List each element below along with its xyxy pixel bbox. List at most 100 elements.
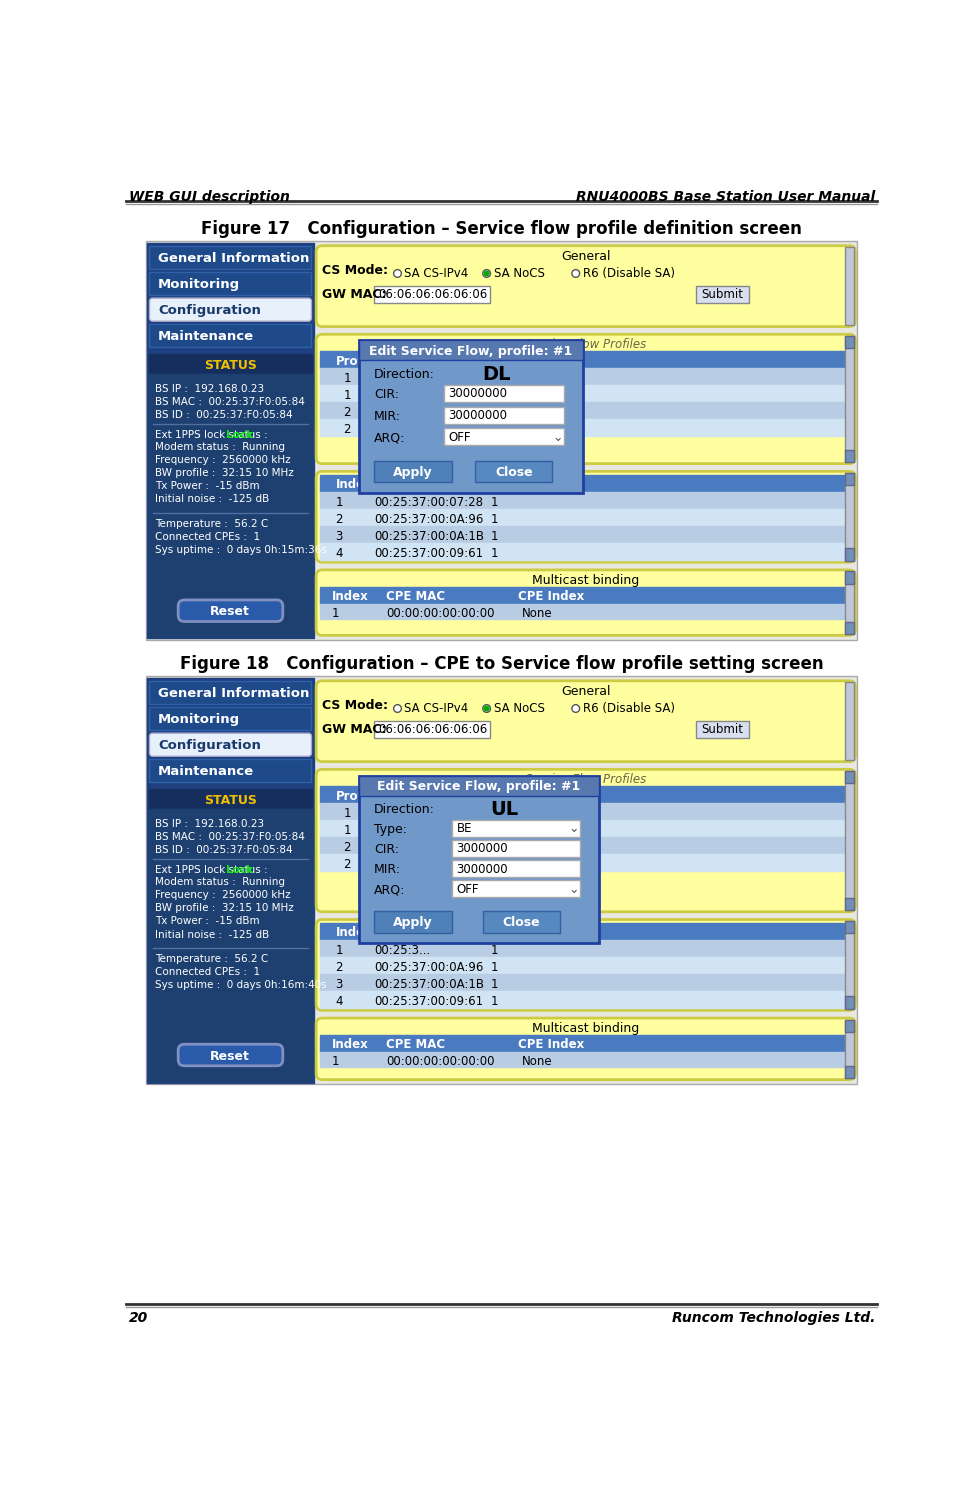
Text: 1: 1 bbox=[343, 373, 350, 384]
Text: Direction:: Direction: bbox=[374, 368, 434, 381]
Bar bbox=[320, 368, 843, 384]
Bar bbox=[320, 990, 843, 1008]
Text: Temperature :  56.2 C: Temperature : 56.2 C bbox=[155, 954, 268, 963]
Text: 1: 1 bbox=[490, 978, 498, 990]
Text: 00:25:37:00:0A:96: 00:25:37:00:0A:96 bbox=[374, 513, 483, 527]
Text: 00:00:00:00:00:00: 00:00:00:00:00:00 bbox=[385, 1055, 494, 1068]
Text: MIR:: MIR: bbox=[374, 863, 401, 877]
Text: Typ: Typ bbox=[405, 355, 427, 368]
Text: GW MAC:: GW MAC: bbox=[322, 289, 386, 301]
Text: CPE Index: CPE Index bbox=[517, 1038, 583, 1052]
Text: Maintenance: Maintenance bbox=[157, 766, 254, 778]
Text: Index: Index bbox=[332, 589, 368, 603]
Bar bbox=[844, 1020, 853, 1032]
FancyBboxPatch shape bbox=[316, 681, 855, 761]
FancyBboxPatch shape bbox=[316, 1019, 855, 1080]
Text: 3: 3 bbox=[335, 530, 342, 543]
Bar bbox=[320, 509, 843, 527]
Bar bbox=[844, 922, 853, 1008]
Text: CIR:: CIR: bbox=[374, 844, 399, 856]
Text: Close: Close bbox=[495, 465, 532, 479]
Text: BE: BE bbox=[405, 405, 421, 419]
Text: Lock: Lock bbox=[226, 429, 253, 440]
FancyBboxPatch shape bbox=[316, 769, 855, 911]
Text: Figure 17   Configuration – Service flow profile definition screen: Figure 17 Configuration – Service flow p… bbox=[200, 220, 801, 238]
Text: Service Flow Profiles: Service Flow Profiles bbox=[524, 773, 645, 787]
Bar bbox=[844, 571, 853, 583]
Text: BE: BE bbox=[405, 389, 421, 402]
Text: Index: Index bbox=[335, 479, 372, 491]
Bar bbox=[320, 838, 843, 854]
Text: Sys uptime :  0 days 0h:16m:40s: Sys uptime : 0 days 0h:16m:40s bbox=[155, 980, 327, 990]
Text: Multicast binding: Multicast binding bbox=[532, 574, 639, 586]
Text: BE: BE bbox=[405, 806, 421, 820]
Bar bbox=[844, 1020, 853, 1079]
Text: 2: 2 bbox=[335, 960, 342, 974]
Bar bbox=[374, 911, 451, 932]
Text: 1: 1 bbox=[343, 824, 350, 836]
Text: 30000000: 30000000 bbox=[448, 387, 508, 401]
Text: Direction:: Direction: bbox=[374, 803, 434, 817]
Text: RNU4000BS Base Station User Manual: RNU4000BS Base Station User Manual bbox=[575, 190, 874, 205]
Bar bbox=[374, 721, 490, 738]
Bar bbox=[844, 682, 853, 760]
Text: 1: 1 bbox=[490, 530, 498, 543]
Bar bbox=[320, 586, 843, 604]
Bar bbox=[150, 708, 311, 730]
Text: BW profile :  32:15 10 MHz: BW profile : 32:15 10 MHz bbox=[155, 468, 293, 479]
Bar bbox=[695, 286, 748, 302]
Text: 1: 1 bbox=[490, 513, 498, 527]
Bar bbox=[147, 678, 314, 1083]
Text: General: General bbox=[560, 685, 610, 699]
Bar bbox=[844, 335, 853, 462]
Bar bbox=[320, 419, 843, 435]
Text: BW profile :  32:15 10 MHz: BW profile : 32:15 10 MHz bbox=[155, 904, 293, 914]
Text: Apply: Apply bbox=[393, 465, 432, 479]
Text: R6 (Disable SA): R6 (Disable SA) bbox=[582, 702, 674, 715]
Bar bbox=[146, 676, 856, 1085]
Bar bbox=[150, 272, 311, 295]
Text: 1: 1 bbox=[343, 806, 350, 820]
Bar bbox=[844, 770, 853, 784]
Text: Tx Power :  -15 dBm: Tx Power : -15 dBm bbox=[155, 482, 259, 491]
Text: Connected CPEs :  1: Connected CPEs : 1 bbox=[155, 968, 260, 977]
Bar bbox=[320, 604, 843, 619]
Text: ⌄: ⌄ bbox=[552, 431, 562, 443]
Bar bbox=[320, 1052, 843, 1067]
Text: 00:25:37:00:0A:1B: 00:25:37:00:0A:1B bbox=[374, 530, 484, 543]
Text: Connected CPEs :  1: Connected CPEs : 1 bbox=[155, 533, 260, 542]
Text: Type:: Type: bbox=[374, 823, 407, 836]
Text: 2: 2 bbox=[343, 405, 350, 419]
Text: Runcom Technologies Ltd.: Runcom Technologies Ltd. bbox=[671, 1312, 874, 1325]
Text: 3000000: 3000000 bbox=[456, 842, 508, 856]
Bar bbox=[844, 770, 853, 910]
Bar bbox=[844, 549, 853, 561]
Text: STATUS: STATUS bbox=[203, 794, 256, 806]
Bar bbox=[358, 775, 599, 796]
FancyBboxPatch shape bbox=[316, 570, 855, 636]
Text: 06:06:06:06:06:06: 06:06:06:06:06:06 bbox=[378, 289, 487, 301]
Bar bbox=[150, 325, 311, 347]
Text: 1: 1 bbox=[490, 944, 498, 957]
Circle shape bbox=[482, 705, 490, 712]
Text: 3: 3 bbox=[335, 978, 342, 990]
Text: MIR:: MIR: bbox=[374, 410, 401, 423]
Text: Initial noise :  -125 dB: Initial noise : -125 dB bbox=[155, 929, 269, 939]
Text: 30000000: 30000000 bbox=[448, 408, 508, 422]
Text: BE: BE bbox=[405, 824, 421, 836]
Text: 00:25:37:00:09:61: 00:25:37:00:09:61 bbox=[374, 548, 483, 560]
Text: Frequency :  2560000 kHz: Frequency : 2560000 kHz bbox=[155, 455, 290, 465]
Text: BS ID :  00:25:37:F0:05:84: BS ID : 00:25:37:F0:05:84 bbox=[155, 845, 292, 854]
Text: BE: BE bbox=[456, 823, 471, 835]
Text: BS MAC :  00:25:37:F0:05:84: BS MAC : 00:25:37:F0:05:84 bbox=[155, 832, 304, 842]
Bar bbox=[358, 775, 599, 944]
Text: SA NoCS: SA NoCS bbox=[493, 702, 544, 715]
Text: BS ID :  00:25:37:F0:05:84: BS ID : 00:25:37:F0:05:84 bbox=[155, 410, 292, 420]
Text: CPE MAC: CPE MAC bbox=[385, 1038, 445, 1052]
Bar bbox=[844, 450, 853, 462]
Text: WEB GUI description: WEB GUI description bbox=[128, 190, 289, 205]
Text: General Information: General Information bbox=[157, 251, 309, 265]
FancyBboxPatch shape bbox=[316, 920, 855, 1010]
Text: Apply: Apply bbox=[393, 917, 432, 929]
Text: Ext 1PPS lock status :: Ext 1PPS lock status : bbox=[155, 865, 274, 875]
